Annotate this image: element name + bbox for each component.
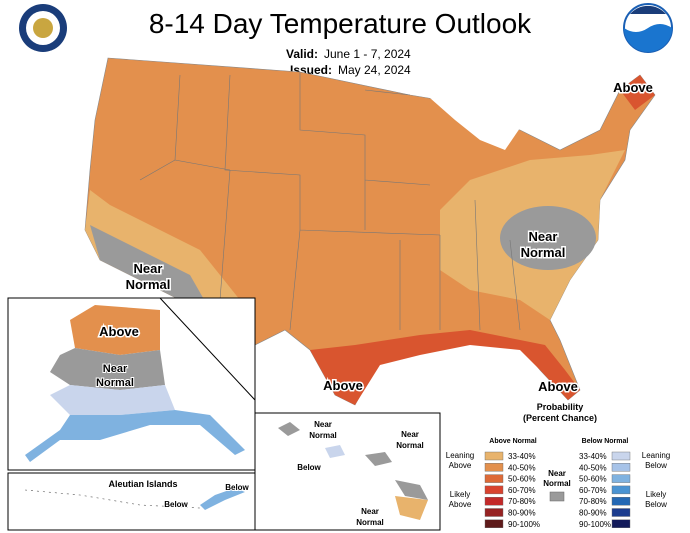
legend-range: 80-90% xyxy=(579,509,607,518)
legend-swatch xyxy=(484,451,504,461)
valid-label: Valid: xyxy=(286,47,318,61)
region-label: Normal xyxy=(96,377,134,389)
alaska-inset xyxy=(7,297,256,471)
legend-range: 90-100% xyxy=(579,520,611,529)
legend-group: Likely xyxy=(450,490,470,499)
legend-swatch xyxy=(611,485,631,495)
legend-group: Normal xyxy=(543,479,571,488)
noaa-logo xyxy=(623,3,673,53)
legend-group: Above xyxy=(449,461,472,470)
legend-range: 40-50% xyxy=(508,463,536,472)
region-label: Below xyxy=(164,500,188,509)
legend-subtitle: (Percent Chance) xyxy=(523,413,597,423)
legend-swatch xyxy=(484,463,504,472)
doc-logo xyxy=(19,4,67,52)
issued-date: May 24, 2024 xyxy=(338,63,411,77)
legend-swatch xyxy=(484,474,504,483)
legend-range: 90-100% xyxy=(508,520,540,529)
legend-range: 40-50% xyxy=(579,463,607,472)
region-label: Above xyxy=(323,378,363,393)
legend-swatch xyxy=(611,519,631,528)
legend-swatch xyxy=(611,451,631,461)
legend-swatch xyxy=(484,497,504,506)
region-label: Above xyxy=(538,379,578,394)
legend-range: 33-40% xyxy=(579,452,607,461)
legend-group: Likely xyxy=(646,490,666,499)
legend-group: Below xyxy=(645,461,667,470)
region-label: Normal xyxy=(521,245,566,260)
title: 8-14 Day Temperature Outlook xyxy=(149,8,532,39)
legend-group: Above xyxy=(449,500,472,509)
legend-group: Below xyxy=(645,500,667,509)
region-label: Near xyxy=(314,420,332,429)
inset-title: Aleutian Islands xyxy=(108,479,177,489)
legend-title: Probability xyxy=(537,402,584,412)
legend-header: Above Normal xyxy=(489,438,537,445)
legend-swatch xyxy=(484,519,504,528)
hawaii-inset xyxy=(254,412,441,531)
legend-range: 60-70% xyxy=(579,486,607,495)
region-label: Near xyxy=(401,430,419,439)
region-label: Normal xyxy=(396,441,424,450)
legend-range: 70-80% xyxy=(508,497,536,506)
legend-swatch xyxy=(611,508,631,517)
legend-range: 60-70% xyxy=(508,486,536,495)
legend: Probability (Percent Chance) Above Norma… xyxy=(446,402,670,529)
aleutian-inset xyxy=(7,472,256,531)
legend-range: 33-40% xyxy=(508,452,536,461)
region-label: Normal xyxy=(309,431,337,440)
legend-range: 70-80% xyxy=(579,497,607,506)
region-label: Normal xyxy=(356,518,384,527)
legend-swatch xyxy=(484,508,504,517)
legend-group: Near xyxy=(548,469,566,478)
valid-dates: June 1 - 7, 2024 xyxy=(324,47,411,61)
region-label: Below xyxy=(297,463,321,472)
legend-range: 80-90% xyxy=(508,509,536,518)
region-label: Above xyxy=(613,80,653,95)
legend-swatch xyxy=(611,497,631,506)
legend-group: Leaning xyxy=(446,451,474,460)
region-label: Near xyxy=(103,363,128,375)
legend-swatch xyxy=(611,474,631,483)
legend-range: 50-60% xyxy=(508,475,536,484)
region-label: Near xyxy=(134,261,163,276)
legend-group: Leaning xyxy=(642,451,670,460)
us-labels: Above Near Normal Near Normal Above Abov… xyxy=(124,79,654,396)
region-label: Near xyxy=(529,229,558,244)
region-label: Near xyxy=(361,507,379,516)
legend-swatch xyxy=(611,463,631,472)
region-label: Above xyxy=(99,324,139,339)
legend-swatch xyxy=(549,491,565,502)
legend-header: Below Normal xyxy=(582,438,629,445)
region-label: Normal xyxy=(126,277,171,292)
legend-range: 50-60% xyxy=(579,475,607,484)
legend-swatch xyxy=(484,485,504,495)
region-label: Below xyxy=(225,483,249,492)
